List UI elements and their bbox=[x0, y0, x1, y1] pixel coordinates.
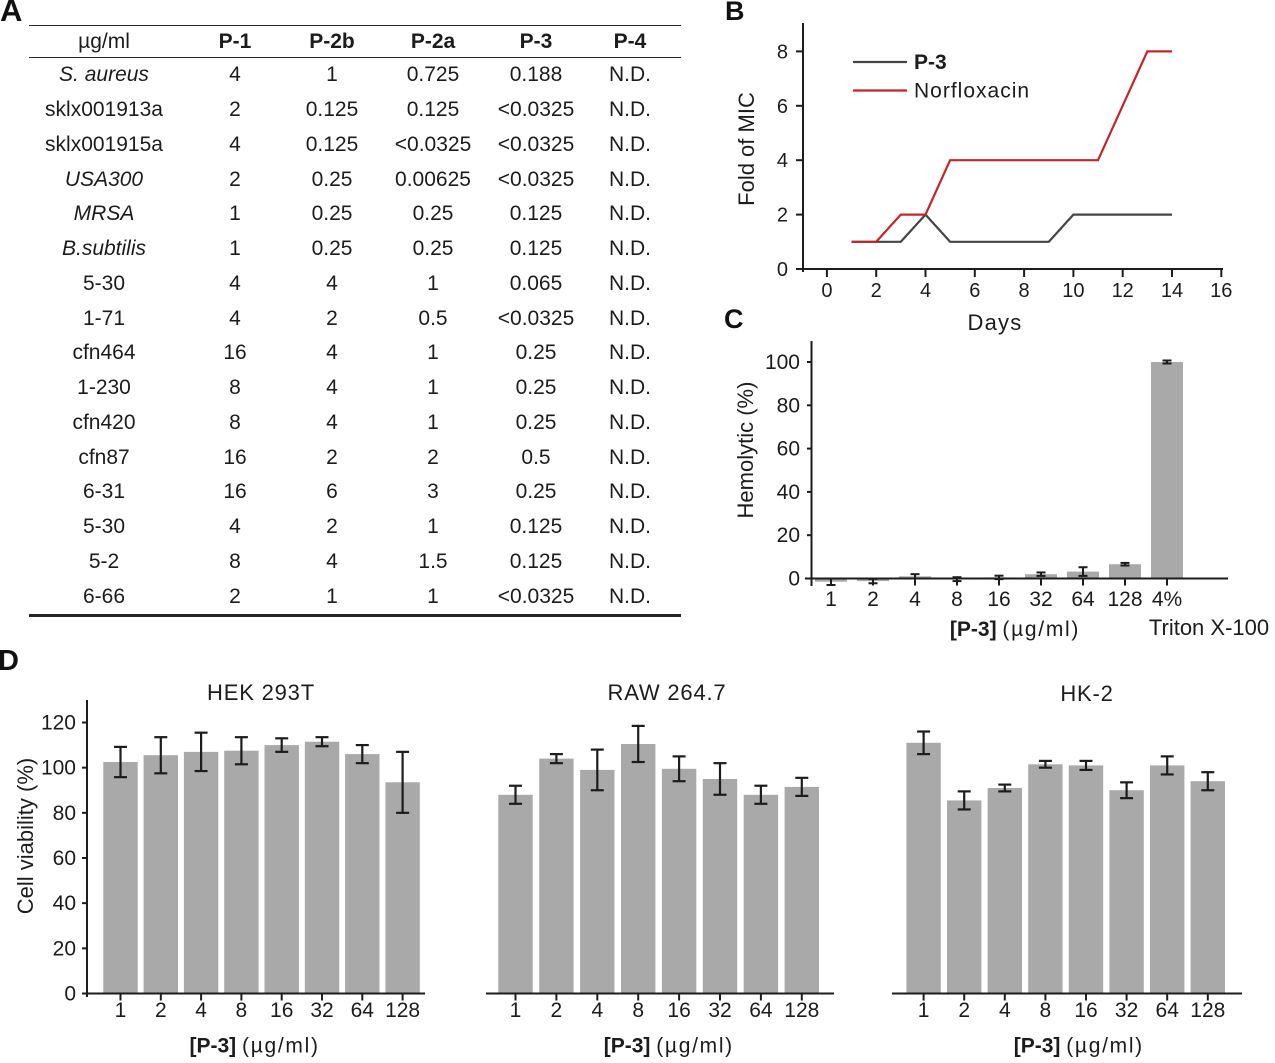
svg-text:[P-3] (µg/ml): [P-3] (µg/ml) bbox=[604, 1035, 734, 1058]
svg-text:64: 64 bbox=[1071, 588, 1095, 611]
svg-text:100: 100 bbox=[41, 757, 76, 780]
svg-text:[P-3] (µg/ml): [P-3] (µg/ml) bbox=[950, 618, 1080, 641]
svg-text:Cell viability (%): Cell viability (%) bbox=[13, 758, 38, 914]
svg-text:8: 8 bbox=[1019, 280, 1030, 302]
svg-text:[P-3] (µg/ml): [P-3] (µg/ml) bbox=[1014, 1035, 1144, 1058]
svg-text:128: 128 bbox=[1107, 588, 1142, 611]
svg-text:8: 8 bbox=[951, 588, 963, 611]
svg-text:32: 32 bbox=[1115, 999, 1138, 1022]
svg-text:6: 6 bbox=[969, 280, 980, 302]
svg-text:4: 4 bbox=[920, 280, 931, 302]
svg-text:Hemolytic (%): Hemolytic (%) bbox=[733, 382, 758, 519]
svg-text:60: 60 bbox=[777, 438, 800, 461]
svg-text:128: 128 bbox=[385, 999, 420, 1022]
svg-text:Days: Days bbox=[968, 310, 1023, 335]
svg-text:16: 16 bbox=[667, 999, 690, 1022]
svg-text:128: 128 bbox=[1190, 999, 1225, 1022]
svg-text:1: 1 bbox=[115, 999, 127, 1022]
svg-text:[P-3] (µg/ml): [P-3] (µg/ml) bbox=[190, 1035, 320, 1058]
svg-text:8: 8 bbox=[632, 999, 644, 1022]
svg-text:2: 2 bbox=[551, 999, 563, 1022]
svg-text:4: 4 bbox=[999, 999, 1011, 1022]
svg-text:80: 80 bbox=[777, 394, 800, 417]
svg-text:1: 1 bbox=[825, 588, 837, 611]
svg-text:100: 100 bbox=[765, 351, 800, 374]
svg-text:2: 2 bbox=[155, 999, 167, 1022]
svg-text:64: 64 bbox=[749, 999, 773, 1022]
svg-text:Norfloxacin: Norfloxacin bbox=[914, 80, 1030, 103]
svg-text:2: 2 bbox=[777, 205, 788, 227]
svg-text:RAW 264.7: RAW 264.7 bbox=[608, 680, 727, 705]
svg-text:4%: 4% bbox=[1152, 588, 1182, 611]
svg-text:2: 2 bbox=[958, 999, 970, 1022]
svg-text:16: 16 bbox=[1210, 280, 1232, 302]
svg-text:10: 10 bbox=[1062, 280, 1084, 302]
svg-text:64: 64 bbox=[351, 999, 375, 1022]
svg-text:20: 20 bbox=[53, 937, 76, 960]
svg-text:12: 12 bbox=[1112, 280, 1134, 302]
svg-text:8: 8 bbox=[236, 999, 248, 1022]
svg-text:32: 32 bbox=[310, 999, 333, 1022]
svg-text:40: 40 bbox=[53, 892, 76, 915]
svg-text:2: 2 bbox=[871, 280, 882, 302]
svg-text:HEK 293T: HEK 293T bbox=[207, 680, 315, 705]
svg-text:32: 32 bbox=[1029, 588, 1052, 611]
svg-text:0: 0 bbox=[821, 280, 832, 302]
svg-text:4: 4 bbox=[195, 999, 207, 1022]
svg-text:120: 120 bbox=[41, 712, 76, 735]
svg-text:0: 0 bbox=[777, 259, 788, 281]
svg-text:4: 4 bbox=[777, 150, 788, 172]
svg-text:16: 16 bbox=[270, 999, 293, 1022]
svg-text:6: 6 bbox=[777, 96, 788, 118]
svg-text:60: 60 bbox=[53, 847, 76, 870]
svg-text:0: 0 bbox=[64, 983, 76, 1006]
svg-text:HK-2: HK-2 bbox=[1060, 681, 1113, 706]
svg-text:Fold of MIC: Fold of MIC bbox=[734, 92, 759, 206]
svg-text:20: 20 bbox=[777, 524, 800, 547]
svg-text:8: 8 bbox=[777, 41, 788, 63]
svg-text:8: 8 bbox=[1040, 999, 1052, 1022]
svg-text:16: 16 bbox=[987, 588, 1010, 611]
svg-text:2: 2 bbox=[867, 588, 879, 611]
svg-text:1: 1 bbox=[918, 999, 930, 1022]
svg-text:4: 4 bbox=[909, 588, 921, 611]
svg-text:40: 40 bbox=[777, 481, 800, 504]
svg-text:4: 4 bbox=[591, 999, 603, 1022]
svg-text:32: 32 bbox=[708, 999, 731, 1022]
svg-text:P-3: P-3 bbox=[914, 51, 947, 74]
svg-text:128: 128 bbox=[784, 999, 819, 1022]
svg-text:Triton X-100: Triton X-100 bbox=[1149, 615, 1269, 640]
svg-text:16: 16 bbox=[1074, 999, 1097, 1022]
svg-text:1: 1 bbox=[510, 999, 522, 1022]
svg-text:0: 0 bbox=[788, 568, 800, 591]
svg-text:64: 64 bbox=[1156, 999, 1180, 1022]
svg-text:80: 80 bbox=[53, 802, 76, 825]
svg-text:14: 14 bbox=[1161, 280, 1183, 302]
